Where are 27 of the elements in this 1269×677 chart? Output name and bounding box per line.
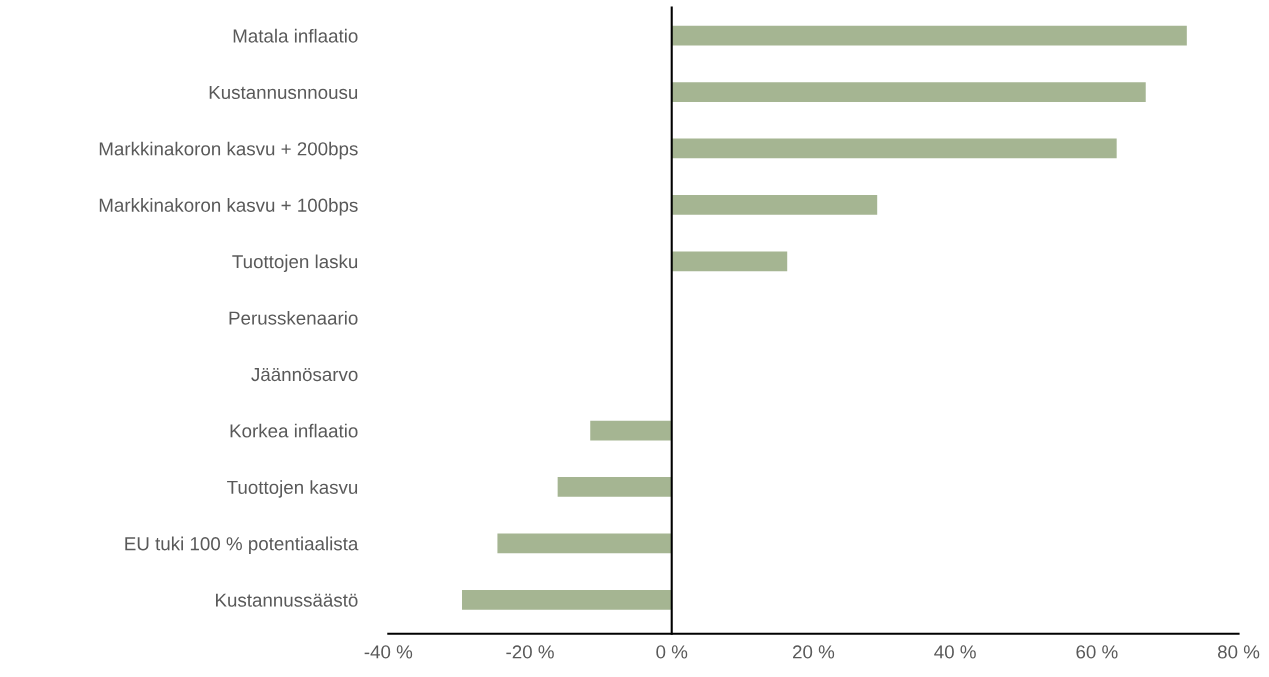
bar [497, 533, 672, 554]
y-tick-label: Jäännösarvo [251, 368, 358, 382]
y-tick-label: Perusskenaario [229, 310, 358, 325]
bar [671, 138, 1117, 159]
y-tick-label: Tuottojen kasvu [227, 480, 358, 498]
bar [671, 195, 878, 215]
x-tick-label: 0 % [656, 645, 688, 659]
y-tick-label: Kustannussäästö [216, 593, 358, 607]
bar [671, 25, 1187, 46]
bar [590, 420, 672, 441]
x-tick-label: -20 % [506, 645, 554, 659]
x-tick-label: 40 % [934, 645, 976, 659]
y-tick-label: Tuottojen lasku [232, 254, 358, 273]
bar [671, 82, 1146, 102]
bar [462, 589, 672, 610]
y-tick-label: Markkinakoron kasvu + 200bps [99, 141, 358, 160]
y-tick-label: Korkea inflaatio [230, 423, 358, 438]
y-tick-label: Kustannusnnousu [209, 85, 358, 100]
bar [557, 477, 672, 497]
x-tick-label: 20 % [793, 645, 835, 659]
y-tick-label: Markkinakoron kasvu + 100bps [99, 198, 358, 216]
bar [671, 251, 788, 272]
x-tick-label: 60 % [1076, 645, 1118, 659]
y-tick-label: Matala inflaatio [233, 28, 358, 43]
y-tick-label: EU tuki 100 % potentiaalista [125, 536, 359, 555]
x-tick-label: 80 % [1217, 645, 1260, 659]
x-tick-label: -40 % [364, 645, 413, 659]
